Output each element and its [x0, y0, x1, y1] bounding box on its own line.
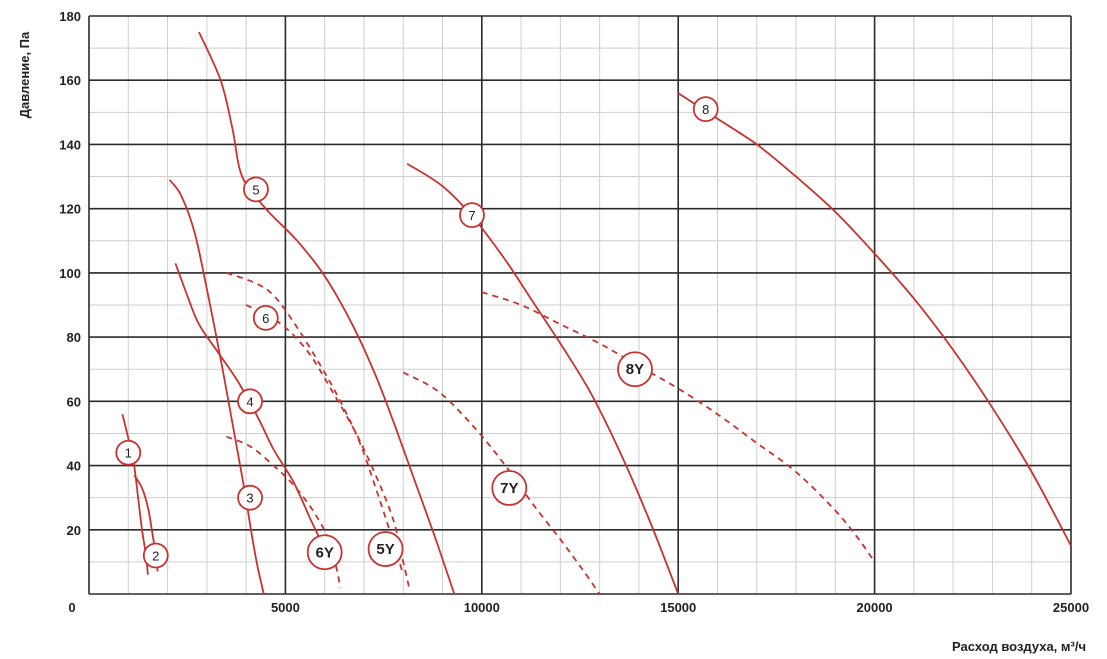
marker-label: 5Y: [376, 541, 394, 558]
marker-circle: [115, 439, 142, 466]
x-tick-label: 0: [68, 600, 75, 615]
y-tick-label: 20: [67, 523, 81, 538]
series-marker-6: 6: [252, 304, 279, 331]
series-marker-8: 8: [692, 96, 719, 123]
marker-label: 6: [262, 311, 269, 326]
marker-label: 7: [468, 208, 475, 223]
series-line-7y: [402, 371, 601, 595]
y-tick-label: 120: [59, 202, 81, 217]
marker-label: 3: [246, 491, 253, 506]
marker-label: 5: [252, 182, 259, 197]
marker-circle: [367, 531, 404, 567]
marker-circle: [617, 351, 653, 388]
marker-label: 7Y: [500, 480, 518, 497]
y-tick-label: 40: [67, 459, 81, 474]
series-line-8y: [481, 291, 876, 563]
series-line-8: [677, 92, 1072, 547]
marker-label: 2: [152, 548, 159, 563]
series-line-5: [198, 31, 456, 595]
y-axis-label: Давление, Па: [17, 31, 32, 118]
series-marker-7y: 7Y: [491, 470, 528, 506]
series-marker-5: 5: [243, 176, 269, 203]
x-tick-label: 20000: [857, 600, 893, 615]
series-marker-7: 7: [459, 202, 485, 228]
x-tick-label: 10000: [464, 600, 500, 615]
x-tick-label: 15000: [660, 600, 696, 615]
marker-circle: [491, 470, 528, 506]
series-markers: 1 2 3 4 5 6 7 8 5Y 6Y 7Y 8Y: [115, 96, 719, 571]
marker-circle: [237, 484, 263, 511]
marker-label: 8: [702, 102, 709, 117]
marker-circle: [692, 96, 719, 123]
series-line-5y: [226, 272, 405, 575]
x-axis-label: Расход воздуха, м³/ч: [952, 639, 1086, 654]
marker-circle: [142, 542, 169, 569]
marker-circle: [459, 202, 485, 228]
y-tick-label: 100: [59, 266, 81, 281]
marker-label: 6Y: [316, 544, 334, 561]
series-marker-4: 4: [237, 388, 263, 415]
y-tick-label: 60: [67, 394, 81, 409]
y-tick-label: 180: [59, 9, 81, 24]
y-tick-label: 140: [59, 137, 81, 152]
series-line-3: [168, 179, 265, 595]
series-line-6y: [226, 435, 342, 588]
y-tick-label: 80: [67, 330, 81, 345]
series-marker-5y: 5Y: [367, 531, 404, 567]
marker-circle: [252, 304, 279, 331]
marker-circle: [237, 388, 263, 415]
series-marker-1: 1: [115, 439, 142, 466]
series-line-7: [406, 162, 680, 595]
marker-circle: [243, 176, 269, 203]
x-axis-ticks: 0 5000 10000 15000 20000 25000: [68, 600, 1089, 615]
x-tick-label: 5000: [271, 600, 300, 615]
series-marker-3: 3: [237, 484, 263, 511]
marker-circle: [306, 534, 343, 571]
chart-grid: [88, 15, 1072, 595]
marker-label: 4: [246, 394, 253, 409]
series-marker-8y: 8Y: [617, 351, 653, 388]
y-axis-ticks: 20 40 60 80 100 120 140 160 180: [59, 9, 81, 538]
marker-label: 8Y: [626, 361, 644, 378]
marker-label: 1: [125, 446, 132, 461]
x-tick-label: 25000: [1053, 600, 1089, 615]
series-marker-2: 2: [142, 542, 169, 569]
series-marker-6y: 6Y: [306, 534, 343, 571]
y-tick-label: 160: [59, 73, 81, 88]
